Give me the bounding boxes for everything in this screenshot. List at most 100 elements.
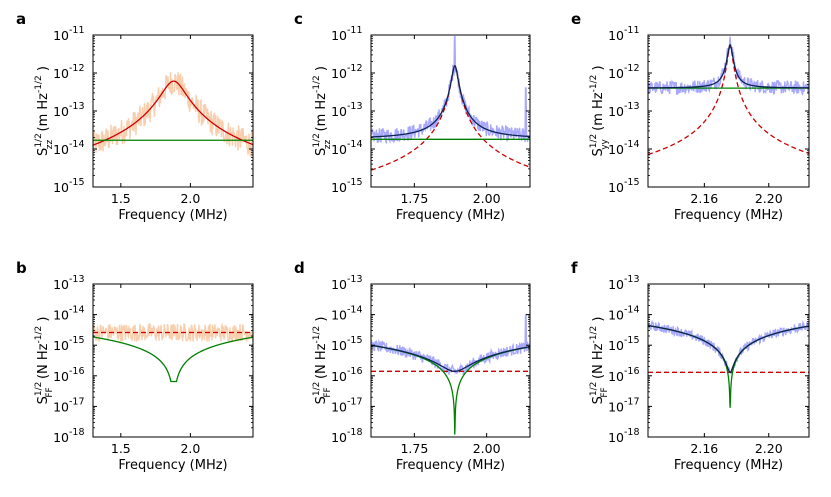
series-noise-a: [93, 72, 253, 157]
xtick-label-e-0: 2.16: [690, 191, 718, 206]
series-line-d-2: [371, 344, 530, 435]
ytick-label-d-4: 10: [331, 308, 347, 323]
ytick-label-f-0: 10: [608, 430, 624, 445]
ytick-label-c-3: 10: [331, 66, 347, 81]
ytick-label-f-1: 10: [608, 399, 624, 414]
ylabel-f: S1/2FF (N Hz-1/2 ): [589, 317, 610, 405]
ylabel-d: S1/2FF (N Hz-1/2 ): [312, 317, 333, 405]
ytick-label-a-0: 10: [53, 180, 69, 195]
plot-area-b: [93, 322, 253, 383]
ytick-exp-b-0: -18: [69, 427, 85, 438]
ytick-label-a-2: 10: [53, 104, 69, 119]
ytick-label-c-1: 10: [331, 142, 347, 157]
xtick-label-c-0: 1.75: [400, 191, 428, 206]
ytick-exp-d-1: -17: [347, 396, 363, 407]
ytick-label-f-2: 10: [608, 369, 624, 384]
ytick-label-e-0: 10: [608, 180, 624, 195]
plot-area-e: [648, 36, 809, 156]
series-line-f-3: [648, 324, 809, 373]
series-noise-c: [371, 36, 530, 145]
ytick-exp-a-2: -13: [69, 101, 85, 112]
series-line-e-3: [648, 44, 809, 89]
ytick-exp-e-1: -14: [624, 139, 640, 150]
plot-area-d: [371, 313, 530, 435]
axes-frame-d: [370, 283, 531, 438]
ytick-label-f-4: 10: [608, 308, 624, 323]
series-noise-e: [648, 36, 809, 97]
ytick-label-f-3: 10: [608, 338, 624, 353]
xtick-label-a-1: 2.0: [180, 191, 200, 206]
ytick-label-b-0: 10: [53, 430, 69, 445]
series-noise-d: [371, 313, 530, 376]
series-line-c-3: [371, 65, 530, 138]
plot-area-a: [93, 72, 253, 157]
ytick-label-b-1: 10: [53, 399, 69, 414]
series-noise-b: [93, 322, 253, 343]
ytick-label-d-5: 10: [331, 277, 347, 292]
xtick-label-a-0: 1.5: [111, 191, 131, 206]
ytick-exp-d-5: -13: [347, 274, 363, 285]
ytick-exp-c-0: -15: [347, 177, 363, 188]
series-line-a-1: [93, 80, 253, 146]
ytick-exp-c-1: -14: [347, 139, 363, 150]
ytick-exp-c-4: -11: [347, 25, 363, 36]
ytick-label-b-3: 10: [53, 338, 69, 353]
panel-letter-a: a: [16, 10, 26, 28]
axes-frame-b: [92, 283, 254, 438]
ytick-exp-b-3: -15: [69, 335, 85, 346]
ytick-exp-c-3: -12: [347, 63, 363, 74]
xlabel-c: Frequency (MHz): [396, 208, 505, 223]
xtick-label-f-0: 2.16: [690, 441, 718, 456]
ytick-label-e-2: 10: [608, 104, 624, 119]
ytick-label-d-0: 10: [331, 430, 347, 445]
ytick-label-d-2: 10: [331, 369, 347, 384]
ytick-label-d-1: 10: [331, 399, 347, 414]
ylabel-a: S1/2zz (m Hz-1/2 ): [34, 66, 55, 156]
ytick-exp-b-4: -14: [69, 305, 85, 316]
ytick-label-e-1: 10: [608, 142, 624, 157]
ytick-label-a-1: 10: [53, 142, 69, 157]
panel-letter-e: e: [571, 10, 581, 28]
ylabel-b: S1/2FF (N Hz-1/2 ): [34, 317, 55, 405]
xtick-label-d-0: 1.75: [400, 441, 428, 456]
plot-area-c: [371, 36, 530, 171]
ytick-label-d-3: 10: [331, 338, 347, 353]
axes-frame-a: [92, 34, 254, 188]
panel-letter-b: b: [16, 259, 27, 277]
plot-area-f: [648, 319, 809, 408]
panel-letter-d: d: [294, 259, 305, 277]
ytick-exp-b-1: -17: [69, 396, 85, 407]
ytick-exp-f-2: -16: [624, 366, 640, 377]
xlabel-e: Frequency (MHz): [674, 208, 783, 223]
ytick-label-b-5: 10: [53, 277, 69, 292]
ytick-label-b-2: 10: [53, 369, 69, 384]
ytick-label-c-4: 10: [331, 28, 347, 43]
xtick-label-b-1: 2.0: [180, 441, 200, 456]
axes-frame-c: [370, 34, 531, 188]
ytick-label-f-5: 10: [608, 277, 624, 292]
xlabel-a: Frequency (MHz): [118, 208, 227, 223]
ytick-label-b-4: 10: [53, 308, 69, 323]
series-line-b-2: [93, 336, 253, 383]
ytick-exp-b-2: -16: [69, 366, 85, 377]
ytick-exp-d-3: -15: [347, 335, 363, 346]
xtick-label-d-1: 2.00: [473, 441, 501, 456]
panel-letter-c: c: [294, 10, 303, 28]
ytick-label-a-4: 10: [53, 28, 69, 43]
ytick-exp-b-5: -13: [69, 274, 85, 285]
ytick-label-a-3: 10: [53, 66, 69, 81]
ytick-exp-f-1: -17: [624, 396, 640, 407]
series-line-e-1: [648, 45, 809, 156]
xtick-label-c-1: 2.00: [473, 191, 501, 206]
xlabel-d: Frequency (MHz): [396, 458, 505, 473]
ytick-exp-f-3: -15: [624, 335, 640, 346]
ytick-exp-c-2: -13: [347, 101, 363, 112]
ytick-exp-a-0: -15: [69, 177, 85, 188]
axes-frame-e: [647, 34, 810, 188]
ytick-exp-d-2: -16: [347, 366, 363, 377]
